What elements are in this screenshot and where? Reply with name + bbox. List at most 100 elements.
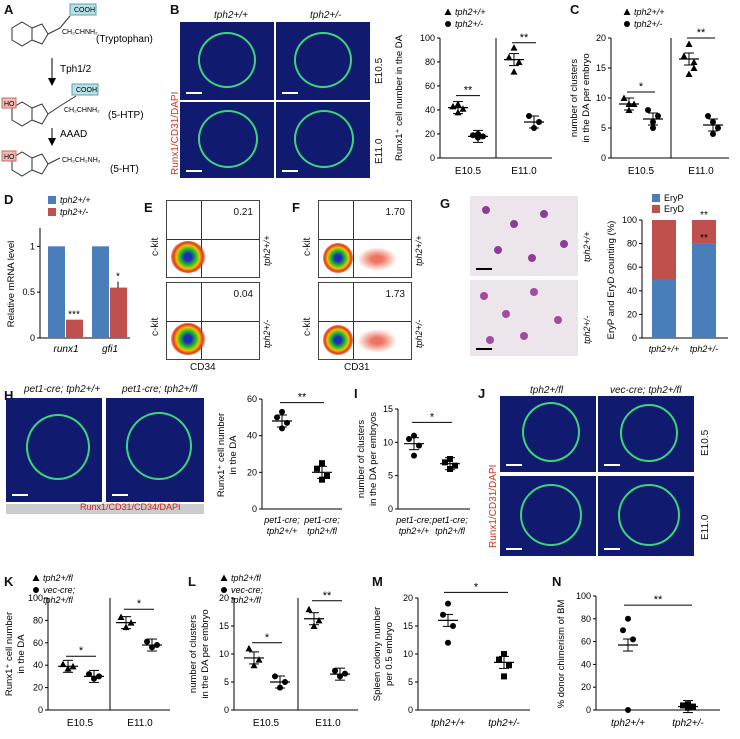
legend-marker-1 xyxy=(623,8,631,15)
flow-e-ylabel-2: c-kit xyxy=(150,317,161,336)
y-tick-label: 40 xyxy=(247,431,257,441)
x-tick-label-line1: pet1-cre; xyxy=(395,515,432,525)
legend-swatch-2 xyxy=(652,205,660,213)
significance-mark: * xyxy=(137,598,142,610)
data-point xyxy=(459,105,467,112)
y-axis-label-line1: number of clusters xyxy=(188,615,199,693)
y-tick-label: 60 xyxy=(581,637,591,647)
significance-mark: * xyxy=(79,645,84,657)
legend-label-2-line2: tph2+/fl xyxy=(43,595,74,605)
y-tick-label: 80 xyxy=(425,57,435,67)
flow-e-wt: 0.21 xyxy=(166,200,260,278)
h-stain-bar xyxy=(6,504,204,514)
y-tick-label: 20 xyxy=(596,33,606,43)
y-tick-label: 10 xyxy=(383,437,393,447)
panel-label-l: L xyxy=(188,574,196,589)
y-tick-label: 0 xyxy=(632,333,637,343)
bar-segment xyxy=(652,279,676,338)
legend-swatch-2 xyxy=(48,208,56,216)
x-tick-label: tph2+/- xyxy=(690,344,718,354)
y-tick-label: 10 xyxy=(219,649,229,659)
g-geno-2: tph2+/- xyxy=(582,315,592,344)
cooh-label-1: COOH xyxy=(74,7,95,14)
htp-label: (5-HTP) xyxy=(108,110,144,121)
cytospin-g-het xyxy=(470,280,578,356)
x-tick-label: tph2+/- xyxy=(672,718,704,729)
x-tick-label: runx1 xyxy=(53,344,78,355)
panel-label-b: B xyxy=(170,2,180,17)
y-tick-label: 0 xyxy=(430,153,435,163)
data-point xyxy=(510,68,518,75)
y-tick-label: 10 xyxy=(596,93,606,103)
y-axis-label: % donor chimerism of BM xyxy=(556,600,567,709)
j-row1-label: E10.5 xyxy=(700,429,711,456)
y-tick-label: 15 xyxy=(219,621,229,631)
micrograph-b-het-e110 xyxy=(276,102,370,178)
flow-f-wt-value: 1.70 xyxy=(385,207,405,218)
panel-label-i: I xyxy=(354,386,358,401)
cooh-label-2: COOH xyxy=(76,87,97,94)
micrograph-b-het-e105 xyxy=(276,22,370,100)
y-axis-label-line2: in the DA per embryo xyxy=(581,53,592,142)
data-point xyxy=(501,673,507,680)
y-tick-label: 80 xyxy=(581,614,591,624)
data-point xyxy=(496,656,502,663)
bar-segment xyxy=(692,220,716,244)
significance-mark: ** xyxy=(700,210,708,221)
micrograph-j-cko-e105 xyxy=(598,396,694,472)
legend-label-2-line2: tph2+/fl xyxy=(231,595,262,605)
data-point xyxy=(144,638,150,645)
y-tick-label: 15 xyxy=(596,63,606,73)
y-tick-label: 20 xyxy=(627,309,637,319)
y-tick-label: 0 xyxy=(30,333,35,343)
flow-f-geno-1: tph2+/+ xyxy=(414,235,424,266)
y-tick-label: 5 xyxy=(224,677,229,687)
panel-label-n: N xyxy=(552,574,562,589)
y-axis-label-line1: Runx1⁺ cell number xyxy=(216,413,227,497)
micrograph-b-wt-e105 xyxy=(180,22,274,100)
data-point xyxy=(319,476,325,483)
data-point xyxy=(645,107,651,113)
side-chain-3: CH₂CH₂NH₂ xyxy=(62,157,101,164)
data-point xyxy=(315,616,323,624)
significance-mark: * xyxy=(265,632,270,644)
significance-mark: ** xyxy=(700,233,708,244)
micrograph-j-ctrl-e110 xyxy=(500,476,596,556)
panel-label-a: A xyxy=(4,2,14,17)
y-axis-label: Relative mRNA level xyxy=(6,241,17,328)
data-point xyxy=(406,436,412,442)
data-point xyxy=(274,414,280,421)
bar-segment xyxy=(652,220,676,279)
y-tick-label: 60 xyxy=(247,394,257,404)
y-tick-label: 40 xyxy=(33,660,43,670)
significance-mark: ** xyxy=(520,32,529,44)
legend-label-2: tph2+/- xyxy=(634,19,662,29)
y-tick-label: 0.5 xyxy=(22,287,35,297)
legend-label-1: tph2+/fl xyxy=(43,573,74,583)
panel-label-h: H xyxy=(4,388,14,403)
chart-k-runx1-count: 020406080100tph2+/flvec-cre;tph2+/fl**E1… xyxy=(4,573,170,729)
flow-e-het-value: 0.04 xyxy=(233,289,253,300)
legend-marker-2 xyxy=(221,587,227,593)
chart-i-cluster-count: 0 5 10 15 * pet1-cre;tph2+/+pet1-cre;tph2+/fl… xyxy=(356,404,470,536)
y-tick-label: 5 xyxy=(601,123,606,133)
legend-label-1: tph2+/fl xyxy=(231,573,262,583)
flow-e-ylabel-1: c-kit xyxy=(150,237,161,256)
y-tick-label: 0 xyxy=(38,705,43,715)
significance-mark: * xyxy=(116,272,120,283)
y-tick-label: 100 xyxy=(420,33,435,43)
data-point xyxy=(86,671,92,678)
y-tick-label: 40 xyxy=(581,659,591,669)
chart-l-cluster-count: 05101520tph2+/flvec-cre;tph2+/fl***E10.5… xyxy=(188,573,358,729)
b-row1-label: E10.5 xyxy=(374,57,385,84)
flow-e-geno-2: tph2+/- xyxy=(262,319,272,348)
x-tick-label: gfi1 xyxy=(102,344,118,355)
y-tick-label: 15 xyxy=(403,621,413,631)
y-axis-label-line1: number of clusters xyxy=(569,59,580,137)
panel-label-m: M xyxy=(372,574,383,589)
x-tick-label-line2: tph2+/fl xyxy=(435,526,466,536)
x-tick-label: E11.0 xyxy=(511,166,537,177)
x-tick-label-line2: tph2+/fl xyxy=(307,526,338,536)
y-tick-label: 20 xyxy=(403,593,413,603)
